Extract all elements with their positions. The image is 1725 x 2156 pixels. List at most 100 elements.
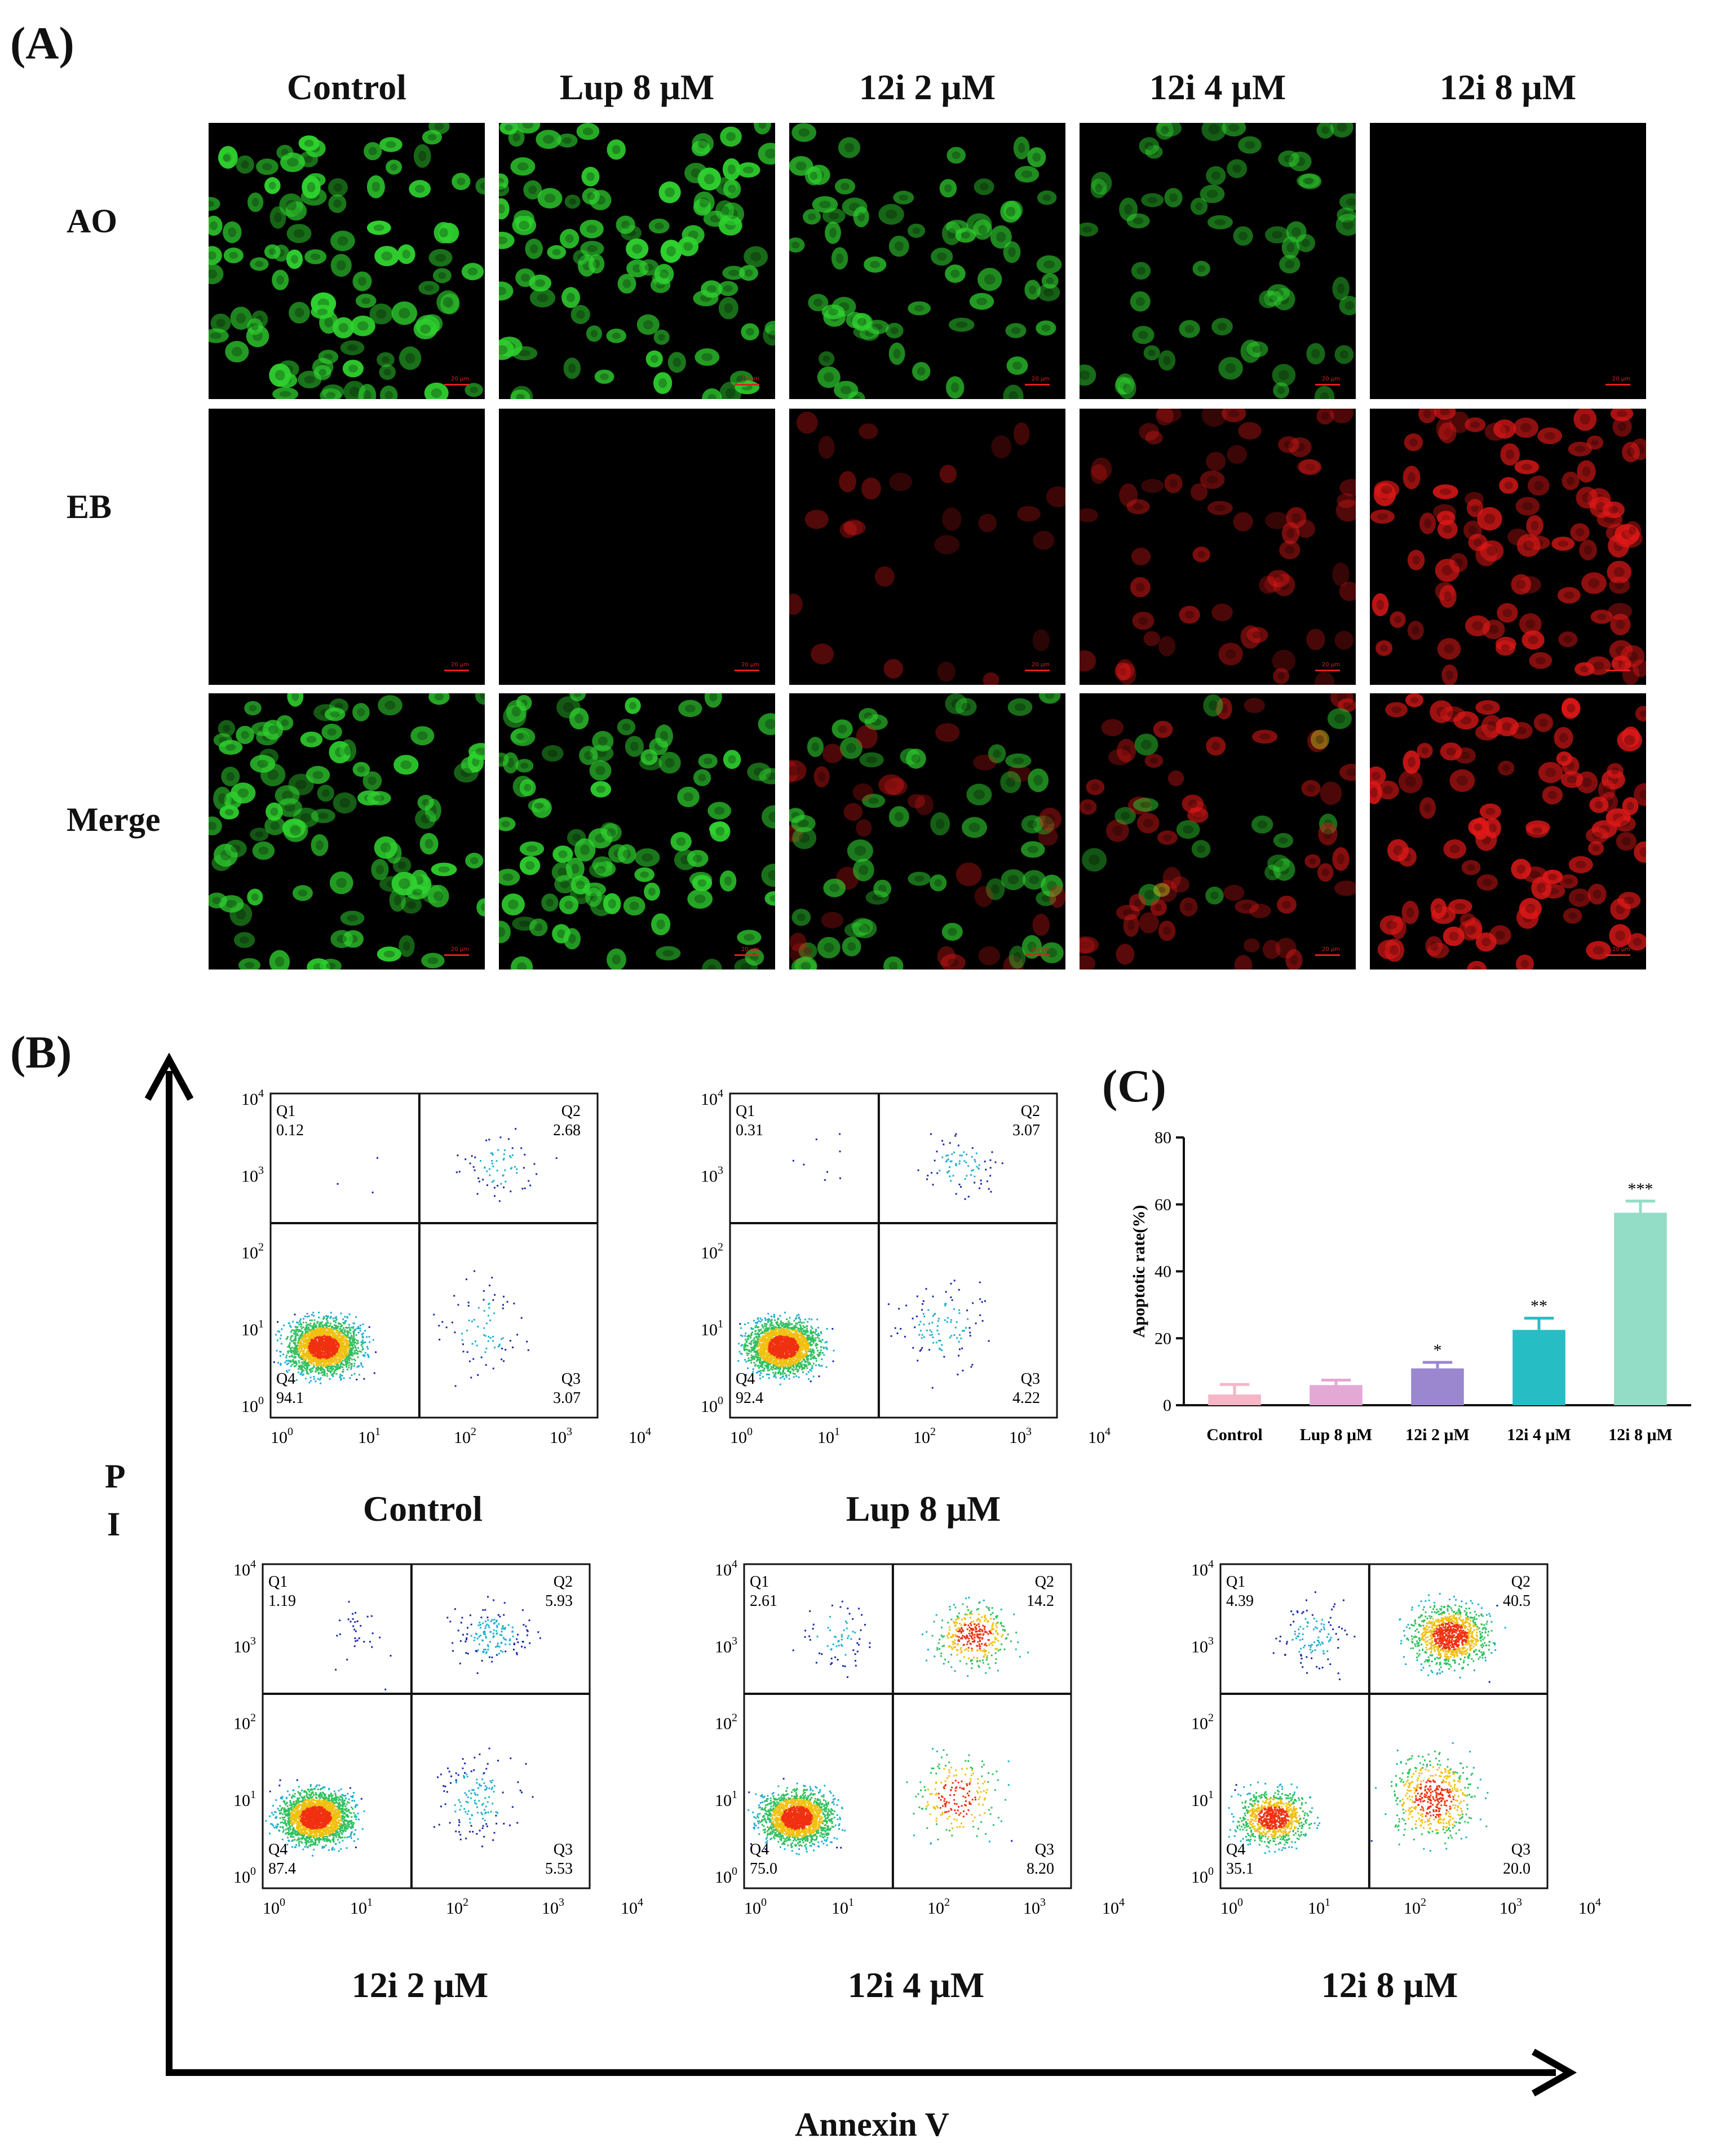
bar-category-label: 12i 2 μM <box>1405 1425 1470 1444</box>
scale-bar <box>444 954 469 956</box>
bar-category-label: 12i 4 μM <box>1507 1425 1571 1444</box>
micrograph-ao-3: 20 μm <box>789 123 1065 399</box>
quadrant-value: 8.20 <box>1027 1860 1054 1878</box>
x-tick-label: 100 <box>730 1425 753 1447</box>
panel-c-label: (C) <box>1102 1060 1166 1112</box>
flow-plot-5: 100 100 101 101 102 102 103 103 104 104 Q1 4.39 Q2 40… <box>1191 1558 1601 1931</box>
flow-plot-title: 12i 2 μM <box>351 1965 489 2005</box>
x-tick-label: 102 <box>1404 1896 1426 1918</box>
flow-plot-title: 12i 4 μM <box>847 1965 985 2005</box>
quadrant-value: 3.07 <box>1012 1122 1040 1139</box>
bar-category-label: 12i 8 μM <box>1608 1425 1673 1444</box>
bar <box>1512 1330 1565 1405</box>
quadrant-name: Q2 <box>554 1573 573 1591</box>
bar-y-axis-label: Apoptotic rate(%) <box>1130 1205 1148 1338</box>
scale-bar-label: 20 μm <box>1031 376 1050 382</box>
micrograph-eb-5: 20 μm <box>1370 409 1646 685</box>
big-x-axis-arrow <box>1532 2048 1577 2097</box>
x-tick-label: 100 <box>271 1425 293 1447</box>
micrograph-merge-2: 20 μm <box>499 693 775 969</box>
quadrant-name: Q2 <box>1511 1573 1531 1591</box>
x-tick-label: 103 <box>1023 1896 1046 1918</box>
scale-bar <box>444 670 469 671</box>
panel-a-label: (A) <box>10 17 74 69</box>
scale-bar-label: 20 μm <box>1612 376 1630 382</box>
bar-y-tick-label: 40 <box>1155 1263 1171 1281</box>
x-tick-label: 100 <box>263 1896 285 1918</box>
y-tick-label: 100 <box>241 1394 264 1416</box>
scale-bar-label: 20 μm <box>1321 376 1340 382</box>
flow-plot-4: 100 100 101 101 102 102 103 103 104 104 Q1 2.61 Q2 14… <box>715 1558 1125 1931</box>
row-label: EB <box>67 488 112 525</box>
quadrant-value: 20.0 <box>1503 1860 1531 1878</box>
scale-bar <box>1025 384 1050 386</box>
apoptosis-bar-chart: 0 20 40 60 80 Apoptotic rate(%) Control Lup 8 μ… <box>1130 1128 1691 1444</box>
quadrant-name: Q3 <box>1021 1370 1040 1388</box>
scale-bar-label: 20 μm <box>450 662 469 668</box>
quadrant-value: 92.4 <box>736 1389 763 1407</box>
x-tick-label: 101 <box>350 1896 373 1918</box>
scale-bar-label: 20 μm <box>741 946 759 953</box>
column-title: Control <box>286 67 407 107</box>
bar-category-label: Control <box>1206 1425 1262 1444</box>
scale-bar <box>1315 954 1340 956</box>
flow-plot-3: 100 100 101 101 102 102 103 103 104 104 Q1 1.19 Q2 5.… <box>233 1558 643 1931</box>
quadrant-value: 5.93 <box>545 1592 573 1610</box>
quadrant-name: Q1 <box>736 1103 755 1120</box>
flow-plot-title: Lup 8 μM <box>846 1489 1001 1529</box>
micrograph-merge-3: 20 μm <box>789 693 1065 969</box>
quadrant-value: 0.31 <box>736 1122 763 1139</box>
x-tick-label: 103 <box>550 1425 572 1447</box>
scale-bar <box>1605 954 1630 956</box>
flow-plot-2: 100 100 101 101 102 102 103 103 104 104 Q1 0.31 Q2 3.… <box>701 1087 1111 1460</box>
x-tick-label: 102 <box>454 1425 476 1447</box>
micrograph-ao-4: 20 μm <box>1080 123 1356 399</box>
x-tick-label: 103 <box>542 1896 564 1918</box>
bar-y-tick-label: 60 <box>1155 1196 1171 1214</box>
x-axis-label-annexin: Annexin V <box>795 2106 949 2143</box>
bar <box>1208 1394 1261 1405</box>
quadrant-name: Q3 <box>1511 1841 1531 1858</box>
quadrant-name: Q3 <box>554 1841 573 1858</box>
bar-y-tick-label: 80 <box>1155 1128 1171 1147</box>
scale-bar-label: 20 μm <box>1321 662 1340 668</box>
flow-plot-title: Control <box>362 1489 483 1529</box>
scale-bar <box>735 384 759 386</box>
x-tick-label: 100 <box>744 1896 767 1918</box>
micrograph-ao-2: 20 μm <box>499 123 775 399</box>
bar <box>1411 1368 1464 1405</box>
x-tick-label: 101 <box>1308 1896 1330 1918</box>
big-y-axis-arrow <box>144 1052 194 1101</box>
y-axis-label-p: P <box>105 1458 126 1495</box>
x-tick-label: 102 <box>446 1896 468 1918</box>
row-label: AO <box>67 202 117 240</box>
x-tick-label: 103 <box>1500 1896 1522 1918</box>
x-tick-label: 103 <box>1009 1425 1032 1447</box>
micrograph-eb-3: 20 μm <box>789 409 1065 685</box>
quadrant-value: 3.07 <box>553 1389 581 1407</box>
x-tick-label: 102 <box>913 1425 936 1447</box>
bar <box>1310 1385 1363 1405</box>
scale-bar <box>444 384 469 386</box>
quadrant-name: Q3 <box>1035 1841 1054 1858</box>
quadrant-name: Q2 <box>561 1103 581 1120</box>
x-tick-label: 101 <box>831 1896 854 1918</box>
scale-bar-label: 20 μm <box>1321 946 1340 953</box>
quadrant-value: 14.2 <box>1027 1592 1054 1610</box>
quadrant-value: 75.0 <box>750 1860 777 1878</box>
significance-mark: ** <box>1531 1297 1547 1316</box>
scale-bar <box>735 954 759 956</box>
column-title: 12i 8 μM <box>1439 67 1577 107</box>
quadrant-name: Q3 <box>561 1370 581 1388</box>
quadrant-name: Q1 <box>1226 1573 1245 1591</box>
significance-mark: *** <box>1628 1180 1653 1198</box>
quadrant-name: Q2 <box>1021 1103 1040 1120</box>
y-tick-label: 104 <box>241 1087 264 1109</box>
scale-bar <box>1315 384 1340 386</box>
quadrant-value: 35.1 <box>1226 1860 1254 1878</box>
bar-y-tick-label: 20 <box>1155 1329 1171 1348</box>
quadrant-name: Q4 <box>276 1370 295 1388</box>
quadrant-value: 40.5 <box>1503 1592 1531 1610</box>
bar-y-tick-label: 0 <box>1163 1396 1171 1415</box>
